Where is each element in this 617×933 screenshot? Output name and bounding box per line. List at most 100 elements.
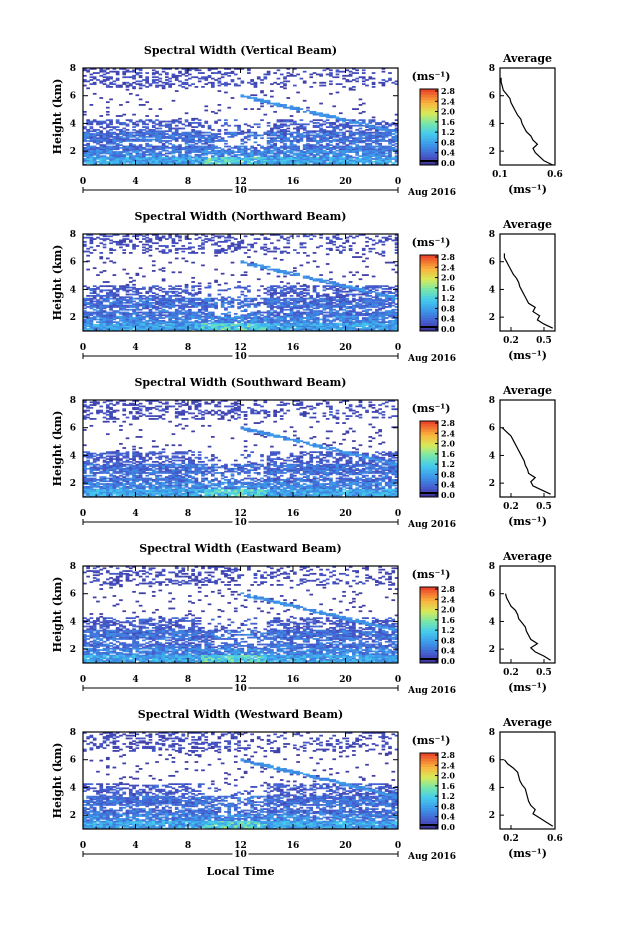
heatmap-cell	[257, 295, 261, 297]
heatmap-cell	[162, 245, 166, 247]
heatmap-cell	[172, 100, 176, 102]
heatmap-cell	[168, 140, 172, 142]
heatmap-cell	[201, 72, 205, 74]
heatmap-cell	[267, 294, 271, 296]
heatmap-cell	[306, 312, 310, 314]
heatmap-cell	[303, 298, 307, 300]
heatmap-cell	[162, 295, 166, 297]
heatmap-cell	[109, 252, 113, 254]
heatmap-cell	[332, 139, 336, 141]
heatmap-cell	[244, 96, 248, 98]
heatmap-cell	[201, 157, 205, 159]
heatmap-cell	[181, 289, 185, 291]
heatmap-cell	[145, 130, 149, 132]
heatmap-cell	[201, 252, 205, 254]
heatmap-cell	[250, 135, 254, 137]
heatmap-cell	[129, 119, 133, 121]
heatmap-cell	[241, 294, 245, 296]
heatmap-cell	[303, 123, 307, 125]
heatmap-cell	[181, 137, 185, 139]
heatmap-cell	[126, 238, 130, 240]
heatmap-cell	[270, 128, 274, 130]
heatmap-cell	[359, 146, 363, 148]
heatmap-cell	[129, 153, 133, 155]
heatmap-cell	[145, 248, 149, 250]
heatmap-cell	[149, 245, 153, 247]
heatmap-cell	[191, 135, 195, 137]
heatmap-cell	[142, 147, 146, 149]
heatmap-cell	[158, 121, 162, 123]
heatmap-cell	[185, 119, 189, 121]
heatmap-cell	[319, 323, 323, 325]
heatmap-cell	[208, 125, 212, 127]
heatmap-cell	[116, 119, 120, 121]
heatmap-cell	[103, 79, 107, 81]
heatmap-cell	[303, 126, 307, 128]
heatmap-cell	[309, 321, 313, 323]
heatmap-cell	[270, 90, 274, 92]
heatmap-cell	[283, 276, 287, 278]
heatmap-cell	[195, 292, 199, 294]
heatmap-cell	[300, 285, 304, 287]
heatmap-cell	[122, 114, 126, 116]
heatmap-cell	[152, 72, 156, 74]
heatmap-cell	[96, 319, 100, 321]
heatmap-cell	[250, 262, 254, 264]
heatmap-cell	[303, 288, 307, 290]
heatmap-cell	[329, 147, 333, 149]
heatmap-cell	[195, 126, 199, 128]
heatmap-cell	[237, 306, 241, 308]
heatmap-cell	[231, 242, 235, 244]
heatmap-cell	[323, 280, 327, 282]
heatmap-cell	[90, 298, 94, 300]
heatmap-cell	[113, 285, 117, 287]
heatmap-cell	[185, 79, 189, 81]
heatmap-cell	[221, 148, 225, 150]
heatmap-cell	[162, 125, 166, 127]
heatmap-cell	[260, 79, 264, 81]
heatmap-cell	[116, 288, 120, 290]
heatmap-cell	[109, 285, 113, 287]
heatmap-cell	[290, 74, 294, 76]
heatmap-cell	[145, 101, 149, 103]
heatmap-cell	[191, 262, 195, 264]
heatmap-cell	[195, 154, 199, 156]
heatmap-cell	[126, 85, 130, 87]
heatmap-cell	[227, 245, 231, 247]
heatmap-cell	[329, 271, 333, 273]
heatmap-cell	[119, 312, 123, 314]
heatmap-cell	[250, 108, 254, 110]
heatmap-cell	[165, 321, 169, 323]
heatmap-cell	[103, 285, 107, 287]
heatmap-cell	[241, 305, 245, 307]
heatmap-cell	[162, 320, 166, 322]
heatmap-cell	[286, 137, 290, 139]
heatmap-cell	[368, 119, 372, 121]
heatmap-cell	[346, 136, 350, 138]
heatmap-cell	[323, 285, 327, 287]
heatmap-cell	[99, 126, 103, 128]
heatmap-cell	[116, 321, 120, 323]
heatmap-cell	[280, 323, 284, 325]
heatmap-cell	[129, 240, 133, 242]
heatmap-cell	[191, 122, 195, 124]
heatmap-cell	[270, 150, 274, 152]
heatmap-cell	[267, 310, 271, 312]
heatmap-cell	[332, 105, 336, 107]
heatmap-cell	[136, 298, 140, 300]
heatmap-cell	[237, 85, 241, 87]
heatmap-cell	[185, 87, 189, 89]
heatmap-cell	[113, 80, 117, 82]
heatmap-cell	[319, 298, 323, 300]
heatmap-cell	[149, 129, 153, 131]
heatmap-cell	[283, 80, 287, 82]
heatmap-cell	[129, 309, 133, 311]
heatmap-cell	[122, 296, 126, 298]
heatmap-cell	[263, 132, 267, 134]
heatmap-cell	[313, 310, 317, 312]
heatmap-cell	[158, 130, 162, 132]
heatmap-cell	[165, 153, 169, 155]
heatmap-cell	[326, 263, 330, 265]
heatmap-cell	[188, 132, 192, 134]
heatmap-cell	[277, 103, 281, 105]
